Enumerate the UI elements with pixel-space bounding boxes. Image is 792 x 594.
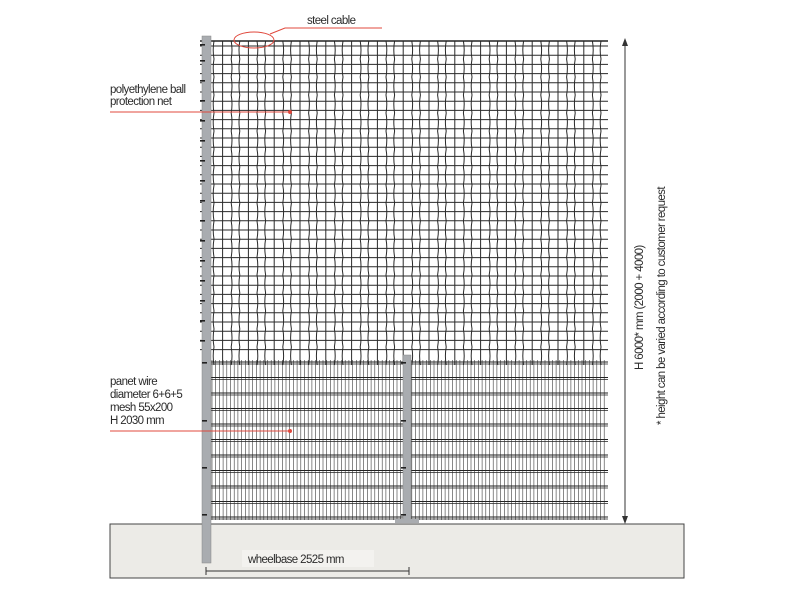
middle-post xyxy=(402,354,412,522)
post-clip xyxy=(200,180,205,182)
steel-cable-label: steel cable xyxy=(307,15,356,27)
post-clip xyxy=(401,362,406,364)
post-clip xyxy=(200,60,205,62)
post-clip xyxy=(200,120,205,122)
post-clip xyxy=(200,80,205,82)
panel-label-line2: diameter 6+6+5 xyxy=(110,389,182,401)
net-vertical-strand xyxy=(514,40,517,366)
panel-label-line4: H 2030 mm xyxy=(110,415,164,427)
net-label-line1: polyethylene ball xyxy=(110,84,186,96)
net-vertical-strand xyxy=(256,40,259,366)
steel-cable-leader xyxy=(269,27,382,35)
net-vertical-strand xyxy=(437,40,439,366)
net-vertical-strand xyxy=(488,40,491,366)
net-vertical-strand xyxy=(282,40,285,366)
net-leader-dot xyxy=(288,110,292,114)
post-clip xyxy=(200,220,205,222)
arrow-up-icon xyxy=(622,38,628,46)
net-vertical-strand xyxy=(496,40,499,366)
post-clip xyxy=(200,340,205,342)
post-clip xyxy=(202,420,207,422)
net-vertical-strand xyxy=(230,40,233,366)
net-vertical-strand xyxy=(419,40,421,366)
post-clip xyxy=(200,260,205,262)
post-clip xyxy=(202,467,207,469)
net-vertical-strand xyxy=(385,40,388,366)
net-vertical-strand xyxy=(444,40,447,366)
net-vertical-strand xyxy=(367,40,370,366)
net-vertical-strand xyxy=(591,40,594,366)
post-clips xyxy=(200,44,406,516)
net-vertical-strand xyxy=(264,40,267,366)
panel-label-line1: panet wire xyxy=(110,376,157,388)
panel-label-line3: mesh 55x200 xyxy=(110,402,173,414)
net-vertical-strand xyxy=(599,40,602,366)
net-vertical-strand xyxy=(308,40,310,366)
net-vertical-strand xyxy=(470,40,473,366)
ground-foundation xyxy=(109,523,685,579)
post-clip xyxy=(401,420,406,422)
wheelbase-label-bg xyxy=(242,550,374,567)
net-vertical-strand xyxy=(315,40,318,366)
post-clip xyxy=(202,514,207,516)
post-clip xyxy=(200,280,205,282)
post-clip xyxy=(200,100,205,102)
post-clip xyxy=(202,362,207,364)
post-clip xyxy=(200,300,205,302)
post-clip xyxy=(200,160,205,162)
net-vertical-strand xyxy=(573,40,576,366)
post-clip xyxy=(200,240,205,242)
wheelbase-label: wheelbase 2525 mm xyxy=(247,554,344,566)
net-vertical-strand xyxy=(566,40,568,366)
panel-leader-dot xyxy=(288,429,292,433)
left-post xyxy=(201,35,212,564)
net-vertical-strand xyxy=(341,40,344,366)
net-vertical-strand xyxy=(290,40,292,366)
post-clip xyxy=(401,467,406,469)
ball-protection-net xyxy=(200,40,608,366)
arrow-down-icon xyxy=(622,516,628,524)
net-vertical-strand xyxy=(359,40,362,366)
steel-cable-highlight xyxy=(233,31,275,49)
post-clip xyxy=(401,514,406,516)
post-base-plate xyxy=(395,519,419,523)
net-vertical-strand xyxy=(462,40,465,366)
post-clip xyxy=(200,200,205,202)
net-vertical-strand xyxy=(548,40,550,366)
height-label: H 6000* mm (2000 + 4000) xyxy=(634,245,646,370)
net-vertical-strand xyxy=(212,40,215,366)
net-vertical-strand xyxy=(522,40,525,366)
net-vertical-strand xyxy=(333,40,336,366)
post-clip xyxy=(200,320,205,322)
net-vertical-strand xyxy=(393,40,396,366)
post-clip xyxy=(200,44,205,46)
height-note: * height can be varied according to cust… xyxy=(656,186,668,425)
post-clip xyxy=(200,140,205,142)
net-vertical-strand xyxy=(238,40,241,366)
net-vertical-strand xyxy=(411,40,414,366)
net-label-line2: protection net xyxy=(110,96,173,108)
net-vertical-strand xyxy=(540,40,543,366)
